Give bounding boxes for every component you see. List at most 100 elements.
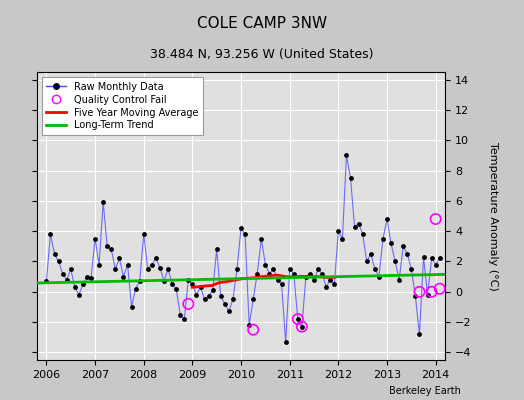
Point [367,251,375,257]
Legend: Raw Monthly Data, Quality Control Fail, Five Year Moving Average, Long-Term Tren: Raw Monthly Data, Quality Control Fail, … [41,77,203,135]
Point [290,270,298,277]
Point [111,266,119,272]
Point [370,266,379,272]
Point [354,220,363,227]
Point [46,231,54,237]
Point [237,225,245,231]
Point [95,261,103,268]
Point [180,316,189,322]
Point [322,284,330,290]
Point [99,199,107,206]
Point [399,243,407,250]
Point [216,293,225,300]
Point [330,281,339,288]
Point [58,270,67,277]
Point [200,296,209,302]
Point [277,281,286,288]
Point [387,240,395,246]
Point [156,264,164,271]
Point [204,293,213,300]
Point [42,278,51,284]
Point [310,276,318,283]
Point [148,261,156,268]
Point [196,284,205,290]
Point [351,224,359,230]
Point [407,266,416,272]
Point [431,261,440,268]
Point [428,255,436,262]
Point [103,243,112,250]
Point [127,304,136,310]
Point [269,266,278,272]
Point [318,270,326,277]
Point [346,175,355,181]
Point [302,274,310,280]
Point [160,278,168,284]
Point [54,258,63,265]
Point [184,276,192,283]
Text: 38.484 N, 93.256 W (United States): 38.484 N, 93.256 W (United States) [150,48,374,61]
Point [228,296,237,302]
Point [383,216,391,222]
Point [168,281,176,288]
Point [119,274,128,280]
Point [395,276,403,283]
Point [91,236,99,242]
Point [79,281,87,288]
Point [391,258,399,265]
Point [75,292,83,298]
Point [423,292,432,298]
Point [274,276,282,283]
Point [144,266,152,272]
Point [265,270,274,277]
Point [379,236,387,242]
Point [419,254,428,260]
Point [334,228,343,234]
Point [123,261,132,268]
Point [50,251,59,257]
Point [83,274,91,280]
Y-axis label: Temperature Anomaly (°C): Temperature Anomaly (°C) [488,142,498,290]
Point [435,255,444,262]
Text: COLE CAMP 3NW: COLE CAMP 3NW [197,16,327,31]
Point [151,255,160,262]
Point [306,270,314,277]
Point [428,288,436,295]
Point [435,286,444,292]
Point [314,266,322,272]
Point [188,281,196,288]
Point [245,322,254,328]
Text: Berkeley Earth: Berkeley Earth [389,386,461,396]
Point [261,261,269,268]
Point [416,331,424,338]
Point [375,274,383,280]
Point [176,311,184,318]
Point [225,308,233,315]
Point [192,292,201,298]
Point [257,236,266,242]
Point [298,324,306,330]
Point [136,278,144,284]
Point [416,288,424,295]
Point [338,236,346,242]
Point [71,284,79,290]
Point [172,286,180,292]
Point [363,258,371,265]
Point [241,231,249,237]
Point [326,276,334,283]
Point [221,301,229,307]
Point [164,266,172,272]
Point [213,246,221,252]
Point [293,316,302,322]
Point [139,231,148,237]
Point [233,266,241,272]
Point [286,266,294,272]
Point [411,293,420,300]
Point [358,231,367,237]
Point [249,296,257,302]
Point [132,286,140,292]
Point [115,255,124,262]
Point [293,316,302,322]
Point [403,251,411,257]
Point [107,246,115,252]
